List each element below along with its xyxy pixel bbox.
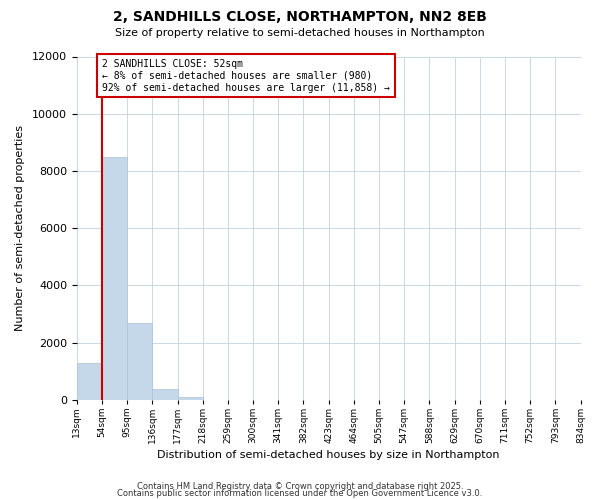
Bar [152,389,178,400]
X-axis label: Distribution of semi-detached houses by size in Northampton: Distribution of semi-detached houses by … [157,450,500,460]
Bar [77,362,102,400]
Text: Contains public sector information licensed under the Open Government Licence v3: Contains public sector information licen… [118,490,482,498]
Y-axis label: Number of semi-detached properties: Number of semi-detached properties [15,125,25,331]
Text: 2, SANDHILLS CLOSE, NORTHAMPTON, NN2 8EB: 2, SANDHILLS CLOSE, NORTHAMPTON, NN2 8EB [113,10,487,24]
Text: Size of property relative to semi-detached houses in Northampton: Size of property relative to semi-detach… [115,28,485,38]
Bar [178,397,203,400]
Bar [102,156,127,400]
Text: 2 SANDHILLS CLOSE: 52sqm
← 8% of semi-detached houses are smaller (980)
92% of s: 2 SANDHILLS CLOSE: 52sqm ← 8% of semi-de… [102,60,390,92]
Text: Contains HM Land Registry data © Crown copyright and database right 2025.: Contains HM Land Registry data © Crown c… [137,482,463,491]
Bar [127,322,152,400]
